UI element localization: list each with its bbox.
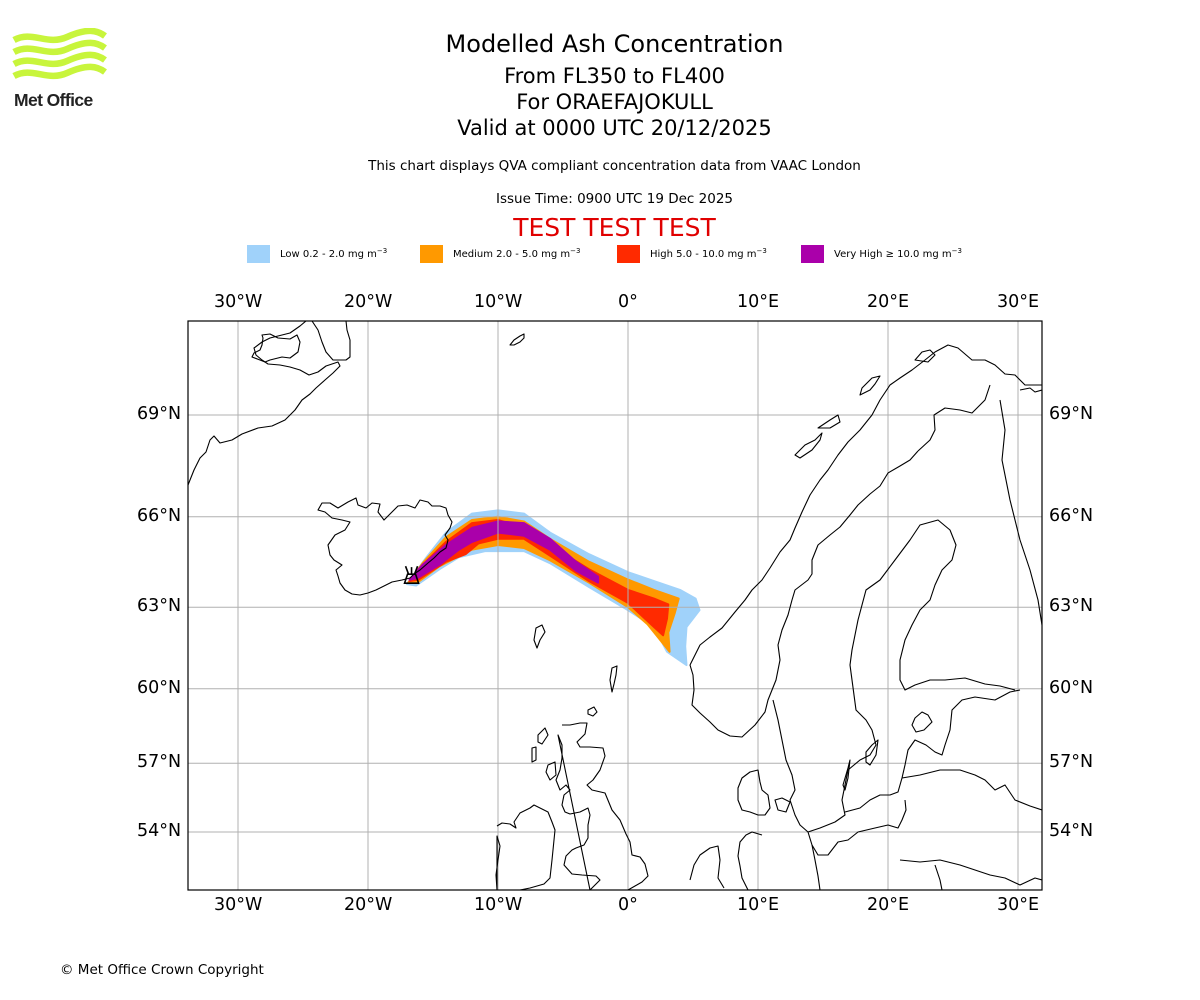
legend-label-very-high: Very High ≥ 10.0 mg m — [834, 249, 952, 260]
lat-tick-label-left: 57°N — [137, 752, 182, 773]
lon-tick-label-top: 30°E — [997, 292, 1040, 312]
lat-tick-label-left: 63°N — [137, 596, 182, 617]
coastline-lofoten — [794, 349, 936, 459]
legend-swatch-high — [617, 245, 640, 263]
coastlines — [188, 321, 1042, 890]
lat-tick-label-left: 69°N — [137, 404, 182, 424]
copyright: © Met Office Crown Copyright — [60, 962, 264, 978]
coastline-jan-mayen — [509, 333, 525, 346]
lat-tick-label-right: 69°N — [1049, 404, 1094, 424]
met-office-logo: Met Office — [12, 27, 112, 114]
coastline-norway-south — [689, 450, 919, 738]
coastline-kola — [1019, 387, 1042, 393]
subtitle: This chart displays QVA compliant concen… — [368, 158, 861, 174]
lon-tick-label-top: 20°W — [344, 292, 393, 312]
legend-swatch-medium — [420, 245, 443, 263]
coastline-finland — [917, 384, 1042, 626]
coastline-south-baltic — [807, 799, 907, 856]
lon-tick-label-top: 20°E — [867, 292, 910, 312]
lon-tick-label-top: 30°W — [214, 292, 263, 312]
coastline-greenland-east — [311, 321, 351, 361]
map-frame — [187, 320, 1043, 891]
lat-tick-label-right: 63°N — [1049, 596, 1094, 617]
lon-tick-label-top: 10°E — [737, 292, 780, 312]
coastline-oland — [842, 759, 851, 791]
coastline-greenland — [188, 321, 341, 486]
coastline-hebrides — [531, 727, 557, 781]
coastline-shetland — [609, 665, 618, 693]
lat-tick-label-left: 54°N — [137, 821, 182, 841]
coastline-faroe — [533, 624, 546, 649]
coastline-scandinavia — [689, 344, 1042, 666]
lon-tick-label-bottom: 10°E — [737, 895, 780, 915]
lon-tick-label-top: 0° — [618, 292, 638, 312]
coastline-orkney — [587, 706, 598, 717]
plume-very-high — [408, 520, 600, 584]
test-banner: TEST TEST TEST — [513, 213, 716, 242]
coastline-ireland — [495, 804, 556, 890]
flight-level-range: From FL350 to FL400 — [504, 64, 725, 88]
volcano-name: For ORAEFAJOKULL — [516, 90, 713, 114]
coastline-gotland — [865, 739, 879, 766]
coastline-sweden — [772, 519, 1016, 833]
coastline-greenland-inlet — [251, 333, 301, 363]
lon-tick-label-bottom: 30°E — [997, 895, 1040, 915]
lat-tick-label-right: 57°N — [1049, 752, 1094, 773]
volcano-marker-icon — [403, 565, 420, 584]
lon-tick-label-top: 10°W — [474, 292, 523, 312]
coastline-benelux — [689, 845, 725, 889]
logo-wave — [12, 51, 107, 68]
coastline-great-britain — [555, 722, 649, 890]
lon-tick-label-bottom: 0° — [618, 895, 638, 915]
ash-plume — [406, 509, 701, 667]
map-background — [188, 321, 1042, 890]
coastline-baltic — [844, 689, 1042, 813]
coastline-denmark — [737, 769, 791, 816]
volcano-symbol — [403, 565, 420, 584]
issue-time: Issue Time: 0900 UTC 19 Dec 2025 — [495, 191, 734, 207]
lat-tick-label-right: 66°N — [1049, 505, 1094, 526]
legend-swatch-very-high — [801, 245, 824, 263]
logo-text: Met Office — [14, 90, 93, 110]
lon-tick-label-bottom: 20°W — [344, 895, 393, 915]
coastline-iceland — [317, 497, 453, 596]
border-central-europe — [737, 831, 1042, 890]
lat-tick-label-left: 66°N — [137, 505, 182, 526]
legend-label-low: Low 0.2 - 2.0 mg m — [280, 249, 377, 260]
valid-time: Valid at 0000 UTC 20/12/2025 — [457, 116, 772, 140]
lon-tick-label-bottom: 30°W — [214, 895, 263, 915]
lon-tick-label-bottom: 20°E — [867, 895, 910, 915]
legend-swatch-low — [247, 245, 270, 263]
logo-wave — [12, 39, 107, 56]
met-office-waves-icon — [12, 27, 107, 80]
lat-tick-label-left: 60°N — [137, 677, 182, 698]
coastline-saaremaa — [911, 711, 933, 733]
lat-tick-label-right: 60°N — [1049, 677, 1094, 698]
chart-title: Modelled Ash Concentration — [445, 30, 784, 58]
logo-wave — [12, 63, 107, 80]
legend-label-medium: Medium 2.0 - 5.0 mg m — [453, 249, 571, 260]
lon-tick-label-bottom: 10°W — [474, 895, 523, 915]
legend-label-high: High 5.0 - 10.0 mg m — [650, 249, 757, 260]
lat-tick-label-right: 54°N — [1049, 821, 1094, 841]
logo-wave — [12, 27, 107, 44]
